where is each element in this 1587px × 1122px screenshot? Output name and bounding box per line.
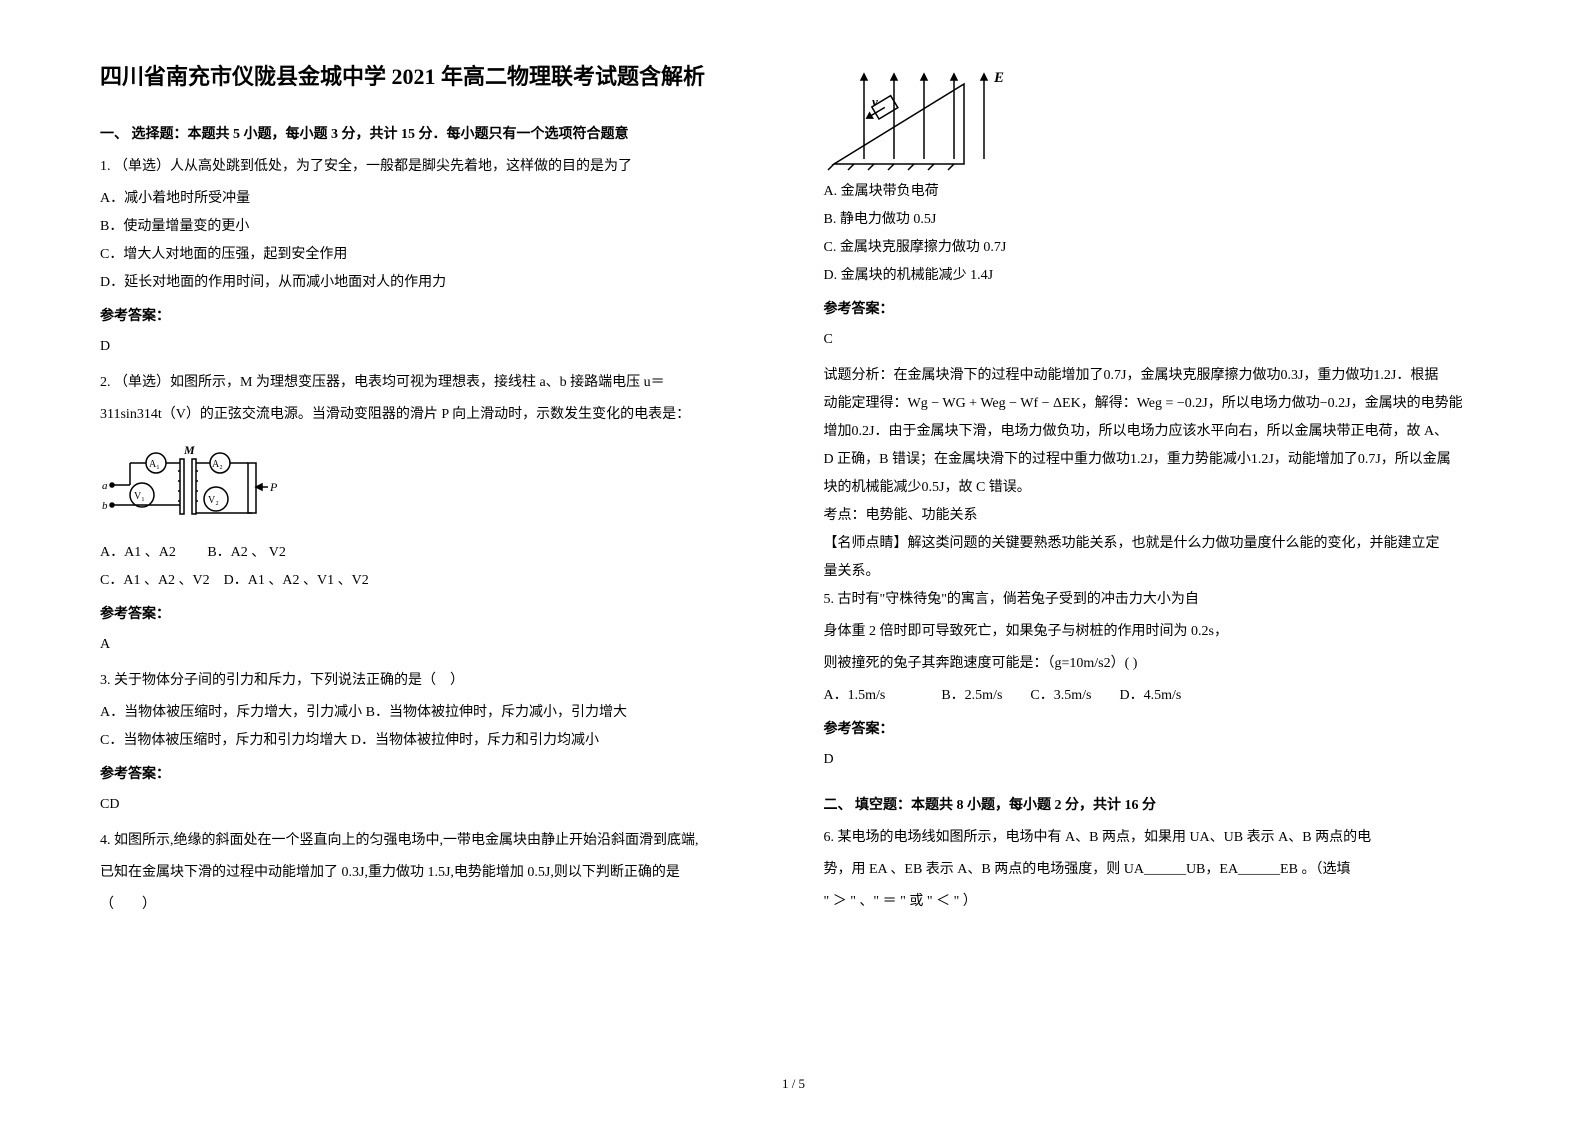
q5-answer: D [824,746,1488,774]
q5-stem-2: 身体重 2 倍时即可导致死亡，如果兔子与树桩的作用时间为 0.2s， [824,618,1488,646]
q4-answer-label: 参考答案： [824,298,1488,318]
svg-text:V₁: V₁ [134,491,145,502]
q6-stem-2: 势，用 EA 、EB 表示 A、B 两点的电场强度，则 UA______UB，E… [824,856,1488,884]
q4-stem-1: 4. 如图所示,绝缘的斜面处在一个竖直向上的匀强电场中,一带电金属块由静止开始沿… [100,827,764,855]
svg-text:A₂: A₂ [212,459,223,470]
q3-answer: CD [100,791,764,819]
incline-diagram: v E [824,64,1044,174]
svg-text:P: P [269,480,278,494]
q5-options: A．1.5m/s B．2.5m/s C．3.5m/s D．4.5m/s [824,682,1488,710]
q1-opt-a: A．减小着地时所受冲量 [100,185,764,213]
left-column: 四川省南充市仪陇县金城中学 2021 年高二物理联考试题含解析 一、 选择题：本… [100,60,764,1050]
q4-opt-d: D. 金属块的机械能减少 1.4J [824,262,1488,290]
q5-stem-1: 5. 古时有"守株待兔"的寓言，倘若兔子受到的冲击力大小为自 [824,586,1488,614]
q4-point: 考点：电势能、功能关系 [824,502,1488,530]
q4-answer: C [824,326,1488,354]
q4-opt-c: C. 金属块克服摩擦力做功 0.7J [824,234,1488,262]
q5-stem-3: 则被撞死的兔子其奔跑速度可能是：（g=10m/s2）( ) [824,650,1488,678]
q4-analysis-4: D 正确，B 错误；在金属块滑下的过程中重力做功1.2J，重力势能减小1.2J，… [824,446,1488,474]
q6-stem-3: " ＞ " 、" ＝ " 或 " ＜ " ） [824,888,1488,916]
q4-opt-b: B. 静电力做功 0.5J [824,206,1488,234]
section-2-header: 二、 填空题：本题共 8 小题，每小题 2 分，共计 16 分 [824,794,1488,814]
q2-answer-label: 参考答案： [100,603,764,623]
q4-stem-3: （ ） [100,891,764,919]
svg-text:V₂: V₂ [208,495,219,506]
q4-analysis-3: 增加0.2J．由于金属块下滑，电场力做负功，所以电场力应该水平向右，所以金属块带… [824,418,1488,446]
q2-stem-2: 311sin314t（V）的正弦交流电源。当滑动变阻器的滑片 P 向上滑动时，示… [100,401,764,429]
q2-opts-line2: C．A1 、A2 、V2 D．A1 、A2 、V1 、V2 [100,567,764,595]
svg-text:v: v [872,94,878,109]
circuit-diagram: a b V₁ A₁ M [100,441,280,531]
q3-opts-line1: A．当物体被压缩时，斥力增大，引力减小 B．当物体被拉伸时，斥力减小，引力增大 [100,699,764,727]
q4-stem-2: 已知在金属块下滑的过程中动能增加了 0.3J,重力做功 1.5J,电势能增加 0… [100,859,764,887]
q2-opts-line1: A．A1 、A2 B．A2 、 V2 [100,539,764,567]
q4-opt-a: A. 金属块带负电荷 [824,178,1488,206]
q4-teacher-2: 量关系。 [824,558,1488,586]
q1-stem: 1. （单选）人从高处跳到低处，为了安全，一般都是脚尖先着地，这样做的目的是为了 [100,153,764,181]
right-column: v E A. 金属块带负电荷 B. 静电力做功 0.5J C. 金属块克服摩擦力… [824,60,1488,1050]
q4-teacher-1: 【名师点睛】解这类问题的关键要熟悉功能关系，也就是什么力做功量度什么能的变化，并… [824,530,1488,558]
q1-opt-c: C．增大人对地面的压强，起到安全作用 [100,241,764,269]
q5-answer-label: 参考答案： [824,718,1488,738]
q4-analysis-2: 动能定理得：Wg − WG + Weg − Wf − ΔEK，解得：Weg = … [824,390,1488,418]
q3-answer-label: 参考答案： [100,763,764,783]
q1-opt-b: B．使动量增量变的更小 [100,213,764,241]
page-number: 1 / 5 [782,1076,805,1092]
q1-opt-d: D．延长对地面的作用时间，从而减小地面对人的作用力 [100,269,764,297]
q2-stem-1: 2. （单选）如图所示，M 为理想变压器，电表均可视为理想表，接线柱 a、b 接… [100,369,764,397]
q3-opts-line2: C．当物体被压缩时，斥力和引力均增大 D．当物体被拉伸时，斥力和引力均减小 [100,727,764,755]
q1-answer-label: 参考答案： [100,305,764,325]
q1-answer: D [100,333,764,361]
q4-analysis-1: 试题分析：在金属块滑下的过程中动能增加了0.7J，金属块克服摩擦力做功0.3J，… [824,362,1488,390]
svg-text:b: b [102,500,108,512]
q6-stem-1: 6. 某电场的电场线如图所示，电场中有 A、B 两点，如果用 UA、UB 表示 … [824,824,1488,852]
q3-stem: 3. 关于物体分子间的引力和斥力，下列说法正确的是（ ） [100,667,764,695]
svg-text:a: a [102,480,108,492]
section-1-header: 一、 选择题：本题共 5 小题，每小题 3 分，共计 15 分．每小题只有一个选… [100,123,764,143]
page-title: 四川省南充市仪陇县金城中学 2021 年高二物理联考试题含解析 [100,60,764,93]
svg-text:E: E [993,70,1004,86]
svg-text:M: M [183,443,195,457]
q4-analysis-5: 块的机械能减少0.5J，故 C 错误。 [824,474,1488,502]
svg-text:A₁: A₁ [149,459,160,470]
q2-answer: A [100,631,764,659]
